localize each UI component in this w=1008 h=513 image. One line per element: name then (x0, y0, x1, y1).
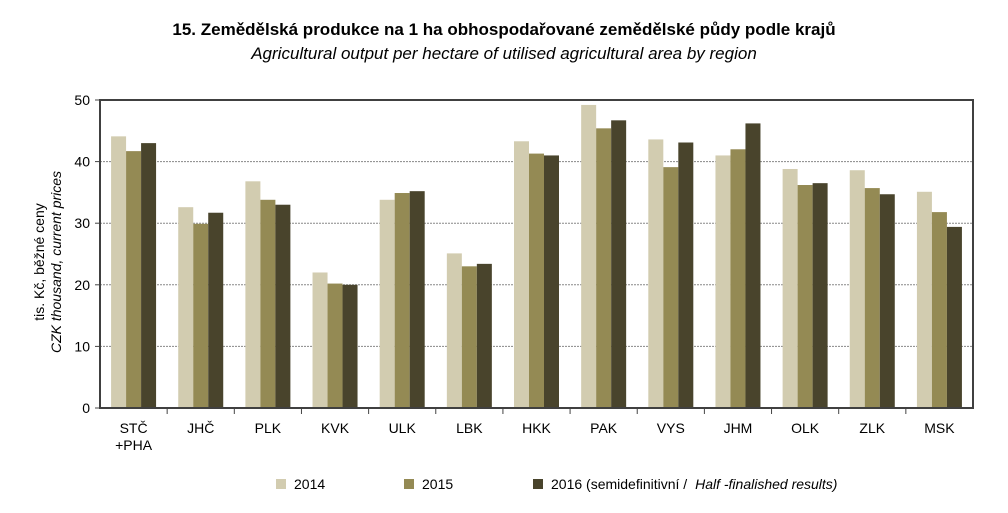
legend-label: 2014 (294, 476, 326, 492)
x-tick-label: PAK (590, 420, 618, 436)
x-tick-label: VYS (657, 420, 685, 436)
bar-2014 (446, 253, 462, 408)
y-tick-label: 20 (74, 277, 90, 293)
bar-2014 (581, 104, 597, 408)
legend-item-2015: 2015 (404, 476, 453, 492)
bar-2014 (111, 136, 127, 408)
bar-2016 (946, 226, 962, 408)
bar-2016 (879, 194, 895, 408)
legend-label: 2016 (semidefinitivní / (551, 476, 692, 492)
bar-2014 (782, 168, 798, 408)
bar-2015 (864, 188, 880, 408)
legend-label-en: Half -finalished results) (695, 476, 838, 492)
y-tick-label: 30 (74, 215, 90, 231)
bar-2015 (327, 283, 343, 408)
plot-frame (99, 99, 974, 409)
chart-title: 15. Zemědělská produkce na 1 ha obhospod… (172, 20, 836, 39)
bar-2016 (812, 183, 828, 408)
bar-2014 (312, 272, 328, 408)
y-tick-label: 50 (74, 92, 90, 108)
bar-2014 (916, 191, 932, 408)
legend-swatch (404, 479, 414, 489)
bar-2014 (245, 181, 261, 408)
legend-item-2016: 2016 (semidefinitivní / Half -finalished… (533, 476, 837, 492)
x-tick-label: ZLK (859, 420, 885, 436)
bar-2014 (379, 199, 395, 408)
chart-subtitle: Agricultural output per hectare of utili… (251, 44, 757, 63)
legend-swatch (533, 479, 543, 489)
bar-2015 (193, 223, 209, 408)
x-tick-label: ULK (389, 420, 417, 436)
x-tick-label: JHM (724, 420, 753, 436)
bar-2016 (476, 263, 492, 408)
bar-2016 (208, 212, 224, 408)
bar-2016 (275, 204, 291, 408)
bar-2015 (931, 212, 947, 408)
x-tick-label: JHČ (187, 420, 214, 436)
x-tick-label: HKK (522, 420, 551, 436)
bar-2014 (715, 155, 731, 408)
bar-2015 (797, 185, 813, 408)
bar-2015 (663, 167, 679, 408)
x-tick-label: PLK (255, 420, 282, 436)
bar-2015 (461, 266, 477, 408)
bar-2016 (141, 143, 157, 408)
bar-2014 (178, 207, 194, 408)
bar-2015 (730, 149, 746, 408)
bar-2016 (342, 284, 358, 408)
y-tick-label: 0 (82, 400, 90, 416)
bar-2014 (648, 139, 664, 408)
bar-2015 (394, 193, 410, 408)
legend-swatch (276, 479, 286, 489)
x-tick-label: LBK (456, 420, 483, 436)
legend-label: 2015 (422, 476, 454, 492)
bar-2015 (596, 128, 612, 408)
bar-2015 (260, 199, 276, 408)
x-tick-label: STČ +PHA (115, 420, 153, 453)
bar-2016 (611, 120, 627, 408)
bar-2016 (745, 123, 761, 409)
bar-2014 (849, 170, 865, 408)
bar-2016 (409, 191, 425, 408)
bar-2015 (126, 151, 142, 409)
legend-item-2014: 2014 (276, 476, 325, 492)
x-tick-label: KVK (321, 420, 350, 436)
x-tick-label: MSK (924, 420, 955, 436)
y-tick-label: 40 (74, 154, 90, 170)
y-tick-label: 10 (74, 338, 90, 354)
bar-2016 (678, 142, 694, 408)
bar-2015 (529, 153, 544, 408)
x-tick-label: OLK (791, 420, 820, 436)
bar-2016 (544, 155, 559, 408)
bar-2014 (514, 141, 529, 408)
